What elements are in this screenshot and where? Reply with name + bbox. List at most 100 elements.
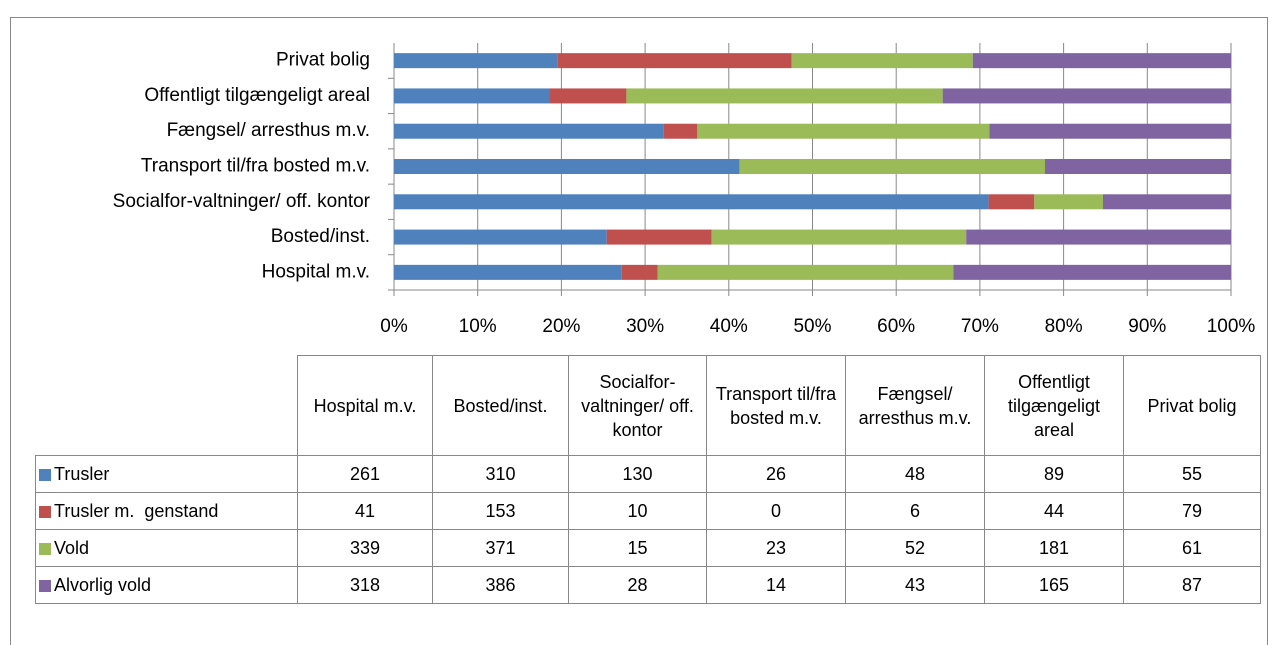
table-cell: 181 [984, 529, 1124, 567]
table-cell: 318 [297, 566, 433, 604]
table-cell: 339 [297, 529, 433, 567]
table-cell: 261 [297, 455, 433, 493]
bar-segment [1045, 159, 1231, 174]
row-header: Alvorlig vold [35, 566, 298, 604]
x-tick-label: 30% [626, 316, 664, 337]
bar-segment [663, 123, 698, 139]
bar-segment [394, 194, 989, 210]
bar-segment [557, 53, 792, 69]
bar-segment [942, 88, 1231, 104]
table-cell: 386 [432, 566, 569, 604]
legend-swatch [39, 469, 51, 481]
table-cell: 26 [706, 455, 846, 493]
y-tick-label: Transport til/fra bosted m.v. [141, 156, 370, 177]
table-cell: 44 [984, 492, 1124, 530]
table-cell: 15 [568, 529, 707, 567]
y-tick-label: Offentligt tilgængeligt areal [144, 85, 370, 106]
x-tick-label: 20% [542, 316, 580, 337]
table-cell: 41 [297, 492, 433, 530]
x-tick-label: 40% [710, 316, 748, 337]
x-tick-label: 90% [1128, 316, 1166, 337]
bar-segment [606, 229, 712, 245]
column-header: Socialfor-valtninger/ off. kontor [568, 355, 707, 456]
legend-swatch [39, 543, 51, 555]
bar-segment [739, 159, 1045, 174]
y-tick-label: Bosted/inst. [271, 226, 370, 247]
y-tick-label: Hospital m.v. [262, 261, 370, 282]
legend-swatch [39, 580, 51, 592]
table-cell: 153 [432, 492, 569, 530]
table-cell: 130 [568, 455, 707, 493]
table-cell: 48 [845, 455, 985, 493]
bar-segment [1102, 194, 1231, 210]
column-header: Fængsel/ arresthus m.v. [845, 355, 985, 456]
row-header: Vold [35, 529, 298, 567]
x-tick-label: 70% [961, 316, 999, 337]
table-row: Trusler m. genstand 41 153 10 0 6 44 79 [35, 492, 1261, 530]
bar-segment [657, 264, 954, 280]
x-tick-label: 0% [380, 316, 408, 337]
column-header: Privat bolig [1123, 355, 1261, 456]
bar-segment [394, 229, 607, 245]
column-header: Transport til/fra bosted m.v. [706, 355, 846, 456]
table-cell: 52 [845, 529, 985, 567]
x-tick-label: 10% [459, 316, 497, 337]
blank-cell [35, 355, 298, 456]
legend-label: Vold [54, 538, 90, 558]
table-row: Alvorlig vold 318 386 28 14 43 165 87 [35, 566, 1261, 604]
table-cell: 371 [432, 529, 569, 567]
table-cell: 79 [1123, 492, 1261, 530]
x-tick-label: 80% [1045, 316, 1083, 337]
y-tick-label: Fængsel/ arresthus m.v. [167, 120, 370, 141]
bar-segment [394, 88, 550, 104]
column-header: Offentligt tilgængeligt areal [984, 355, 1124, 456]
data-table: Hospital m.v. Bosted/inst. Socialfor-valtn… [35, 355, 1261, 604]
y-tick-label: Socialfor-valtninger/ off. kontor [113, 191, 371, 212]
table-cell: 14 [706, 566, 846, 604]
y-tick-label: Privat bolig [276, 50, 370, 71]
bar-segment [966, 229, 1231, 245]
legend-swatch [39, 506, 51, 518]
bar-segment [989, 123, 1231, 139]
bar-segment [549, 88, 627, 104]
table-cell: 87 [1123, 566, 1261, 604]
bar-segment [791, 53, 973, 69]
legend-label: Trusler m. genstand [54, 501, 219, 521]
table-cell: 310 [432, 455, 569, 493]
table-cell: 23 [706, 529, 846, 567]
bar-segment [626, 88, 943, 104]
bar-segment [711, 229, 967, 245]
table-cell: 165 [984, 566, 1124, 604]
bar-segment [1034, 194, 1103, 210]
legend-label: Trusler [54, 464, 110, 484]
column-header: Bosted/inst. [432, 355, 569, 456]
table-cell: 6 [845, 492, 985, 530]
row-header: Trusler [35, 455, 298, 493]
legend-label: Alvorlig vold [54, 575, 152, 595]
table-cell: 28 [568, 566, 707, 604]
table-cell: 55 [1123, 455, 1261, 493]
table-cell: 43 [845, 566, 985, 604]
bar-segment [394, 123, 664, 139]
bar-segment [394, 264, 622, 280]
x-tick-label: 60% [877, 316, 915, 337]
table-row: Trusler 261 310 130 26 48 89 55 [35, 455, 1261, 493]
table-cell: 0 [706, 492, 846, 530]
bar-segment [621, 264, 658, 280]
row-header: Trusler m. genstand [35, 492, 298, 530]
bar-segment [988, 194, 1035, 210]
chart: 0% 10% 20% 30% 40% 50% 60% 70% 80% 90% 100% Hospita… [113, 43, 1256, 337]
table-cell: 61 [1123, 529, 1261, 567]
bar-segment [972, 53, 1231, 69]
x-tick-label: 100% [1207, 316, 1256, 337]
table-cell: 10 [568, 492, 707, 530]
table-row: Vold 339 371 15 23 52 181 61 [35, 529, 1261, 567]
bar-segment [394, 159, 740, 174]
bar-segment [394, 53, 558, 69]
bar-segment [953, 264, 1231, 280]
x-tick-label: 50% [793, 316, 831, 337]
bar-segment [697, 123, 990, 139]
column-header: Hospital m.v. [297, 355, 433, 456]
chart-frame [10, 17, 1268, 645]
